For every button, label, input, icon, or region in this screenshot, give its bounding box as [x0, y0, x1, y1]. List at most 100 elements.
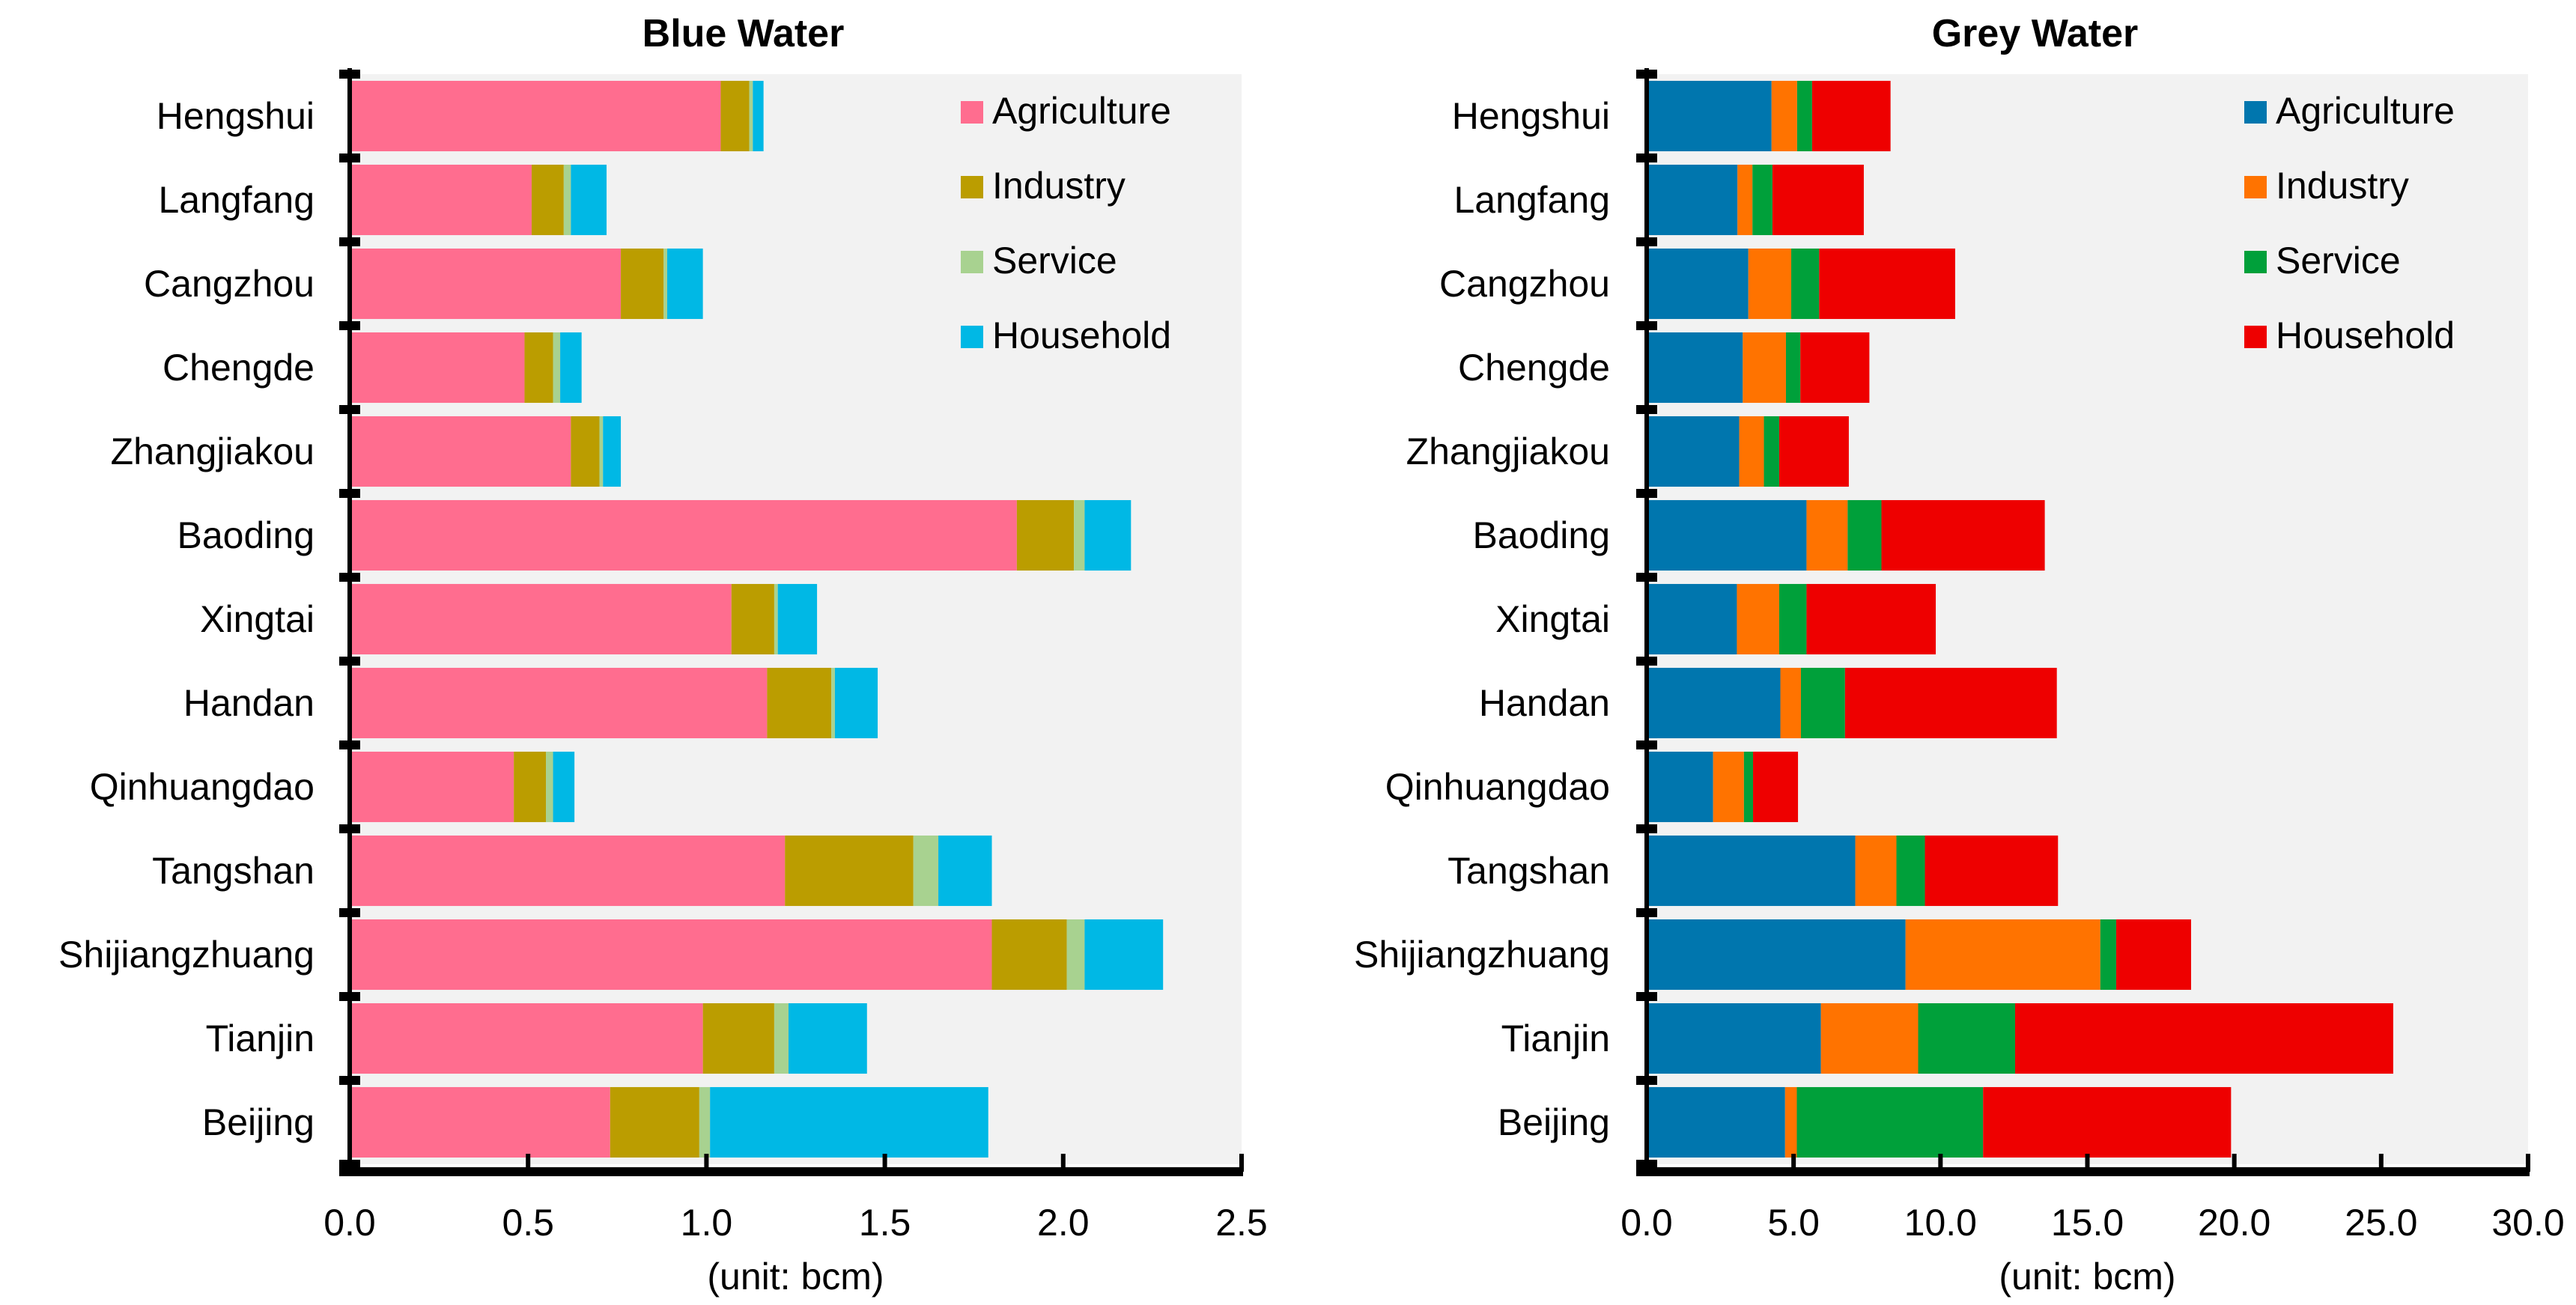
bar-segment-service-zhangjiakou	[599, 416, 604, 487]
bar-segment-service-handan	[1800, 667, 1845, 739]
x-tick-label: 20.0	[2198, 1202, 2270, 1244]
bar-segment-household-shijiangzhuang	[2115, 919, 2191, 991]
x-tick-label: 0.0	[323, 1202, 376, 1244]
bar-segment-service-cangzhou	[1791, 248, 1820, 320]
x-tick-label: 1.0	[681, 1202, 733, 1244]
legend-label-household: Household	[992, 314, 1171, 356]
bar-segment-agriculture-shijiangzhuang	[350, 919, 992, 991]
bar-segment-industry-zhangjiakou	[571, 416, 600, 487]
category-label: Baoding	[1473, 514, 1611, 556]
x-tick-label: 5.0	[1767, 1202, 1820, 1244]
bar-segment-service-xingtai	[774, 583, 778, 655]
legend-label-industry: Industry	[992, 165, 1126, 207]
bar-segment-household-hengshui	[753, 80, 764, 152]
x-tick-label: 0.5	[502, 1202, 554, 1244]
bar-segment-service-baoding	[1074, 499, 1085, 571]
bar-segment-industry-qinhuangdao	[514, 751, 547, 823]
category-label: Handan	[183, 682, 315, 724]
bar-segment-industry-tianjin	[702, 1003, 774, 1074]
bar-segment-agriculture-langfang	[350, 164, 532, 236]
legend-label-service: Service	[2276, 240, 2401, 282]
bar-segment-service-langfang	[1752, 164, 1772, 236]
bar-segment-household-handan	[1844, 667, 2057, 739]
bar-segment-household-handan	[834, 667, 878, 739]
bar-segment-industry-chengde	[1743, 332, 1786, 404]
bar-segment-household-tianjin	[2014, 1003, 2393, 1074]
bar-segment-household-zhangjiakou	[603, 416, 622, 487]
category-label: Cangzhou	[144, 263, 315, 305]
category-label: Qinhuangdao	[90, 766, 315, 808]
x-tick-label: 30.0	[2491, 1202, 2564, 1244]
bar-segment-agriculture-beijing	[1647, 1086, 1785, 1158]
bar-segment-agriculture-chengde	[1647, 332, 1743, 404]
bar-segment-household-baoding	[1084, 499, 1131, 571]
category-label: Zhangjiakou	[111, 431, 315, 472]
bar-segment-service-tianjin	[774, 1003, 789, 1074]
bar-segment-service-zhangjiakou	[1764, 416, 1779, 487]
category-label: Tangshan	[1448, 850, 1610, 892]
bar-segment-household-chengde	[560, 332, 582, 404]
bar-segment-service-chengde	[1785, 332, 1801, 404]
x-tick-label: 2.5	[1215, 1202, 1268, 1244]
bar-segment-household-xingtai	[777, 583, 818, 655]
bar-segment-agriculture-handan	[1647, 667, 1781, 739]
bar-segment-household-langfang	[1772, 164, 1864, 236]
category-label: Shijiangzhuang	[1354, 934, 1610, 976]
bar-segment-service-beijing	[1796, 1086, 1984, 1158]
legend-swatch-industry	[2244, 176, 2267, 198]
category-label: Hengshui	[157, 95, 315, 137]
category-label: Qinhuangdao	[1385, 766, 1610, 808]
bar-segment-industry-hengshui	[720, 80, 750, 152]
bar-segment-agriculture-baoding	[350, 499, 1017, 571]
bar-segment-agriculture-hengshui	[350, 80, 721, 152]
bar-segment-household-hengshui	[1811, 80, 1891, 152]
blue-water-panel: Blue Water Hengshui Langfang Cangzhou Chengd…	[58, 12, 1268, 1298]
category-label: Handan	[1479, 682, 1610, 724]
category-label: Chengde	[1458, 347, 1610, 389]
legend-swatch-agriculture	[961, 101, 983, 124]
category-label: Zhangjiakou	[1406, 431, 1610, 472]
bar-segment-service-tangshan	[1896, 835, 1925, 907]
bar-segment-service-beijing	[699, 1086, 711, 1158]
bar-segment-industry-shijiangzhuang	[991, 919, 1067, 991]
legend-label-industry: Industry	[2276, 165, 2409, 207]
grey-water-panel: Grey Water Hengshui Langfang Cangzhou Chengd…	[1354, 12, 2565, 1298]
bar-segment-agriculture-shijiangzhuang	[1647, 919, 1906, 991]
bar-segment-household-cangzhou	[1819, 248, 1955, 320]
x-tick-label: 10.0	[1904, 1202, 1977, 1244]
bar-segment-industry-baoding	[1806, 499, 1848, 571]
bar-segment-household-baoding	[1881, 499, 2045, 571]
category-label: Cangzhou	[1439, 263, 1610, 305]
bar-segment-service-langfang	[563, 164, 571, 236]
bar-segment-service-tangshan	[913, 835, 939, 907]
bar-segment-household-tangshan	[938, 835, 992, 907]
bar-segment-agriculture-langfang	[1647, 164, 1738, 236]
bar-segment-agriculture-beijing	[350, 1086, 610, 1158]
category-label: Langfang	[1453, 179, 1610, 221]
legend-label-service: Service	[992, 240, 1117, 282]
bar-segment-service-xingtai	[1778, 583, 1807, 655]
legend-label-household: Household	[2276, 314, 2455, 356]
bar-segment-agriculture-qinhuangdao	[350, 751, 514, 823]
bar-segment-household-zhangjiakou	[1778, 416, 1849, 487]
legend-swatch-service	[961, 251, 983, 273]
bar-segment-agriculture-tangshan	[350, 835, 786, 907]
bar-segment-agriculture-baoding	[1647, 499, 1807, 571]
bar-segment-industry-tangshan	[1855, 835, 1897, 907]
bar-segment-service-hengshui	[749, 80, 753, 152]
bar-segment-industry-handan	[767, 667, 832, 739]
legend-swatch-agriculture	[2244, 101, 2267, 124]
bar-segment-service-qinhuangdao	[546, 751, 553, 823]
category-label: Beijing	[202, 1101, 315, 1143]
bar-segment-service-handan	[831, 667, 835, 739]
bar-segment-service-hengshui	[1796, 80, 1812, 152]
category-label: Chengde	[162, 347, 315, 389]
bar-segment-service-qinhuangdao	[1743, 751, 1754, 823]
chart-title: Blue Water	[643, 12, 845, 55]
bar-segment-industry-handan	[1780, 667, 1801, 739]
bar-segment-household-qinhuangdao	[553, 751, 575, 823]
category-label: Shijiangzhuang	[58, 934, 315, 976]
bar-segment-industry-zhangjiakou	[1739, 416, 1764, 487]
bar-segment-industry-tangshan	[785, 835, 914, 907]
bar-segment-agriculture-hengshui	[1647, 80, 1772, 152]
